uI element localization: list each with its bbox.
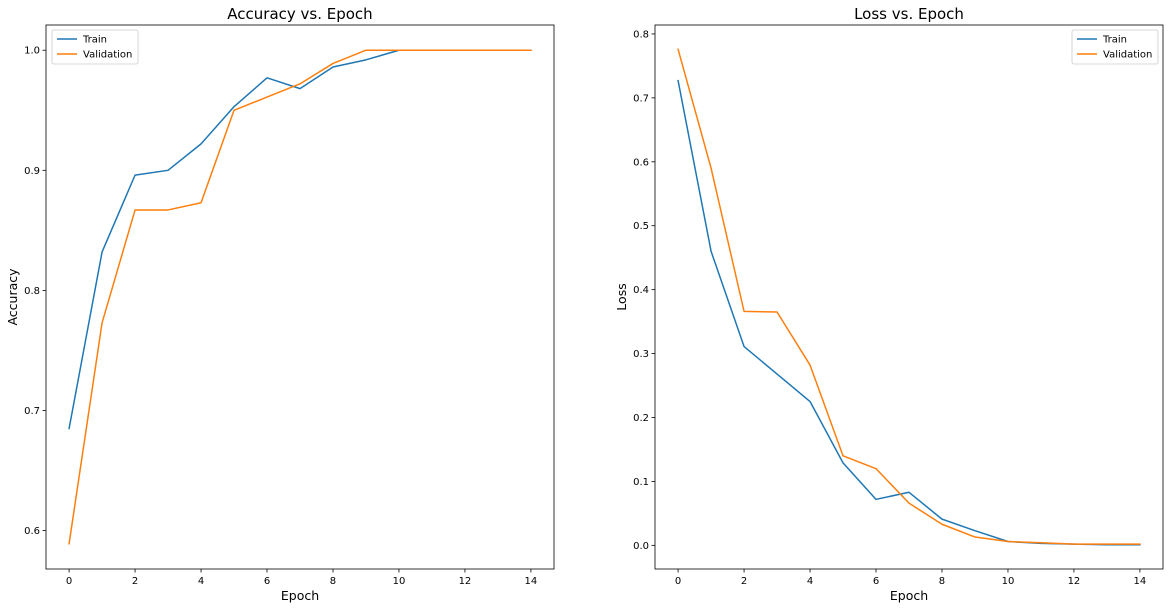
accuracy-xtick-label: 2 bbox=[132, 576, 138, 587]
loss-xtick-label: 6 bbox=[873, 576, 879, 587]
accuracy-chart-axes-frame bbox=[45, 24, 555, 570]
accuracy-xtick-label: 14 bbox=[525, 576, 538, 587]
loss-chart-title: Loss vs. Epoch bbox=[854, 5, 964, 23]
loss-ytick-label: 0.7 bbox=[633, 93, 649, 104]
loss-series-line-train bbox=[677, 79, 1141, 546]
accuracy-chart-ylabel: Accuracy bbox=[5, 268, 20, 326]
loss-ytick-label: 0.1 bbox=[633, 477, 649, 488]
accuracy-series-line-train bbox=[68, 49, 532, 430]
loss-chart-axes-frame bbox=[654, 24, 1164, 570]
accuracy-chart-lines bbox=[68, 49, 532, 545]
accuracy-chart: Accuracy vs. Epoch Epoch Accuracy 0 2 4 6 8 1… bbox=[5, 5, 555, 603]
loss-xtick-label: 10 bbox=[1002, 576, 1015, 587]
loss-chart-xlabel: Epoch bbox=[890, 588, 928, 603]
loss-chart-lines bbox=[677, 48, 1141, 546]
accuracy-ytick-label: 0.6 bbox=[24, 526, 40, 537]
loss-legend-label-train: Train bbox=[1102, 35, 1127, 46]
accuracy-chart-title: Accuracy vs. Epoch bbox=[227, 5, 372, 23]
loss-ytick-label: 0.2 bbox=[633, 413, 649, 424]
loss-chart-legend: Train Validation bbox=[1071, 29, 1159, 65]
loss-ytick-label: 0.0 bbox=[633, 541, 649, 552]
loss-chart: Loss vs. Epoch Epoch Loss 0 2 4 6 8 10 12 14 0.0… bbox=[614, 5, 1164, 603]
loss-xtick-label: 12 bbox=[1068, 576, 1081, 587]
loss-chart-ylabel: Loss bbox=[614, 283, 629, 310]
accuracy-xtick-label: 10 bbox=[393, 576, 406, 587]
loss-ytick-label: 0.3 bbox=[633, 349, 649, 360]
loss-ytick-label: 0.6 bbox=[633, 157, 649, 168]
accuracy-xtick-label: 6 bbox=[264, 576, 270, 587]
accuracy-chart-legend: Train Validation bbox=[51, 29, 139, 65]
accuracy-xtick-label: 8 bbox=[330, 576, 336, 587]
accuracy-xtick-label: 0 bbox=[66, 576, 72, 587]
accuracy-ytick-label: 1.0 bbox=[24, 46, 40, 57]
loss-xtick-label: 4 bbox=[807, 576, 813, 587]
loss-ytick-label: 0.8 bbox=[633, 29, 649, 40]
accuracy-ytick-label: 0.7 bbox=[24, 406, 40, 417]
loss-xtick-label: 14 bbox=[1134, 576, 1147, 587]
accuracy-ytick-label: 0.9 bbox=[24, 166, 40, 177]
accuracy-legend-label-train: Train bbox=[82, 35, 107, 46]
loss-ytick-label: 0.4 bbox=[633, 285, 649, 296]
loss-xtick-label: 2 bbox=[741, 576, 747, 587]
accuracy-chart-xlabel: Epoch bbox=[281, 588, 319, 603]
loss-xtick-label: 0 bbox=[675, 576, 681, 587]
accuracy-chart-ticks: 0 2 4 6 8 10 12 14 0.6 0.7 0.8 0.9 1.0 bbox=[24, 46, 537, 587]
accuracy-xtick-label: 4 bbox=[198, 576, 204, 587]
accuracy-series-line-validation bbox=[68, 49, 532, 545]
loss-series-line-validation bbox=[677, 48, 1141, 545]
accuracy-xtick-label: 12 bbox=[459, 576, 472, 587]
loss-ytick-label: 0.5 bbox=[633, 221, 649, 232]
loss-chart-ticks: 0 2 4 6 8 10 12 14 0.0 0.1 0.2 0.3 0.4 0.5 0.6 0.7 0.8 bbox=[633, 29, 1146, 587]
accuracy-ytick-label: 0.8 bbox=[24, 286, 40, 297]
accuracy-legend-label-validation: Validation bbox=[83, 50, 132, 61]
loss-legend-label-validation: Validation bbox=[1103, 50, 1152, 61]
loss-xtick-label: 8 bbox=[939, 576, 945, 587]
